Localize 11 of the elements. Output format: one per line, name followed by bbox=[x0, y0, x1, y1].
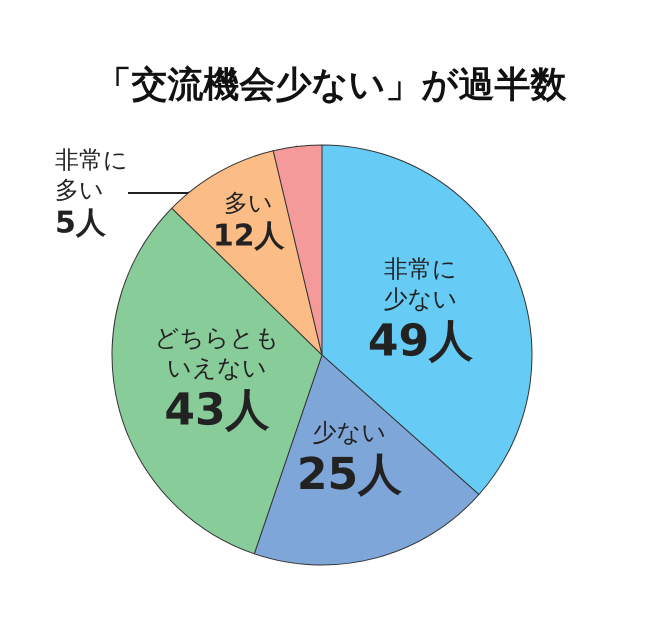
chart-title: 「交流機会少ない」が過半数 bbox=[96, 64, 568, 106]
slice-label: 非常に少ない bbox=[384, 254, 458, 313]
data-label: 12人 bbox=[212, 218, 286, 254]
slice-label: 少ない bbox=[312, 418, 387, 446]
slice-label: 多い bbox=[224, 189, 274, 218]
data-label: 25人 bbox=[296, 448, 402, 500]
data-label: 49人 bbox=[368, 315, 474, 366]
data-label: 5人 bbox=[55, 206, 107, 240]
slice-label: 非常に多い bbox=[55, 146, 128, 204]
data-label: 43人 bbox=[164, 384, 270, 436]
slice-label: どちらともいえない bbox=[154, 324, 280, 382]
